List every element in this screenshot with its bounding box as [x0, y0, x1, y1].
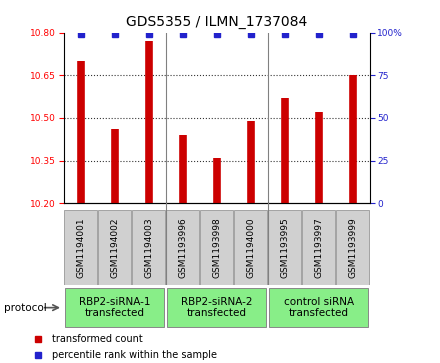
Bar [65, 210, 97, 285]
Bar [336, 210, 369, 285]
Text: protocol: protocol [4, 303, 47, 313]
Bar [268, 210, 301, 285]
Bar [132, 210, 165, 285]
Bar [200, 210, 233, 285]
Text: transformed count: transformed count [52, 334, 143, 344]
Bar [302, 210, 335, 285]
Bar [167, 289, 266, 327]
Bar [166, 210, 199, 285]
Text: control siRNA
transfected: control siRNA transfected [283, 297, 354, 318]
Text: GSM1194003: GSM1194003 [144, 217, 153, 278]
Text: GSM1193996: GSM1193996 [178, 217, 187, 278]
Bar [235, 210, 267, 285]
Bar [99, 210, 131, 285]
Bar [65, 289, 165, 327]
Text: percentile rank within the sample: percentile rank within the sample [52, 350, 217, 359]
Text: GSM1194002: GSM1194002 [110, 217, 119, 278]
Text: RBP2-siRNA-2
transfected: RBP2-siRNA-2 transfected [181, 297, 253, 318]
Text: GSM1193997: GSM1193997 [314, 217, 323, 278]
Bar [269, 289, 368, 327]
Title: GDS5355 / ILMN_1737084: GDS5355 / ILMN_1737084 [126, 15, 307, 29]
Text: GSM1193998: GSM1193998 [212, 217, 221, 278]
Text: GSM1193999: GSM1193999 [348, 217, 357, 278]
Text: GSM1193995: GSM1193995 [280, 217, 289, 278]
Text: GSM1194000: GSM1194000 [246, 217, 255, 278]
Text: GSM1194001: GSM1194001 [76, 217, 85, 278]
Text: RBP2-siRNA-1
transfected: RBP2-siRNA-1 transfected [79, 297, 150, 318]
